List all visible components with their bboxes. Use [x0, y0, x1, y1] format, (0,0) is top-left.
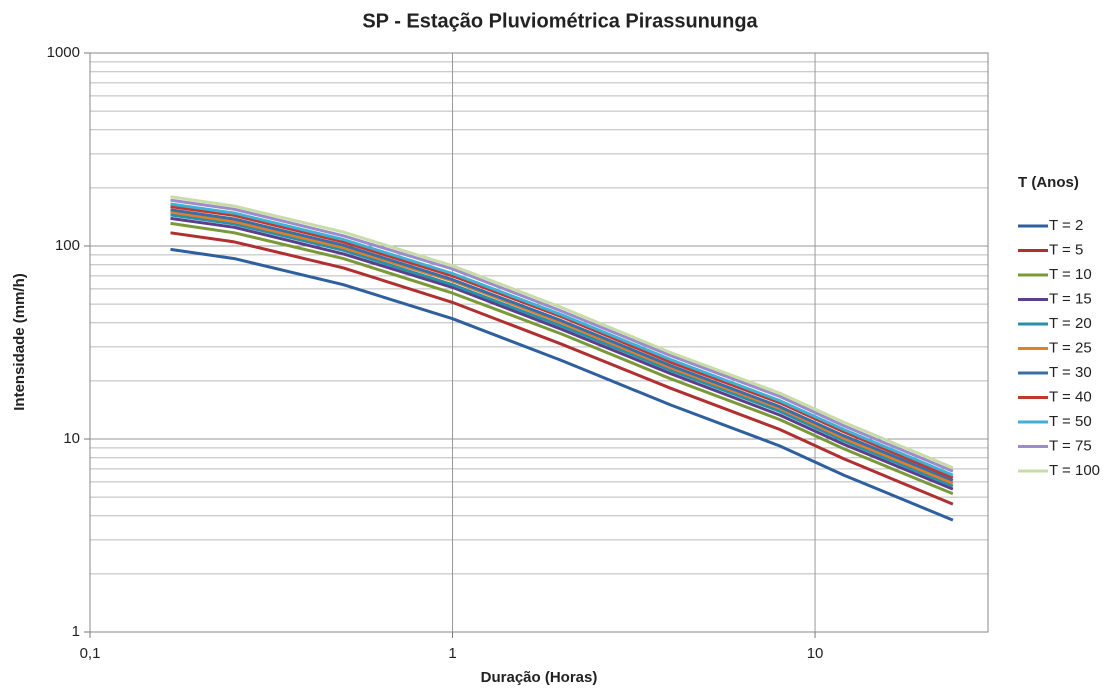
series-line [170, 247, 954, 522]
y-tick-label: 1000 [47, 44, 80, 61]
chart-title: SP - Estação Pluviométrica Pirassununga [362, 10, 758, 32]
legend-label: T = 100 [1049, 462, 1100, 479]
series-line [170, 205, 954, 480]
x-axis-title: Duração (Horas) [481, 669, 598, 686]
legend-label: T = 20 [1049, 315, 1092, 332]
y-tick-label: 1 [72, 623, 80, 640]
series-line [170, 208, 954, 482]
series-line [170, 202, 954, 477]
x-tick-label: 0,1 [80, 645, 101, 662]
legend-label: T = 30 [1049, 364, 1092, 381]
x-tick-label: 10 [807, 645, 824, 662]
legend-label: T = 5 [1049, 241, 1083, 258]
legend-label: T = 25 [1049, 339, 1092, 356]
y-tick-label: 100 [55, 237, 80, 254]
series-line [170, 231, 954, 506]
series-line [170, 216, 954, 491]
legend-label: T = 50 [1049, 413, 1092, 430]
series-line [170, 195, 954, 470]
legend-label: T = 10 [1049, 266, 1092, 283]
series-line [170, 198, 954, 473]
legend-label: T = 15 [1049, 290, 1092, 307]
series-line [170, 221, 954, 496]
legend-title: T (Anos) [1018, 174, 1079, 191]
legend-label: T = 2 [1049, 217, 1083, 234]
legend-label: T = 75 [1049, 437, 1092, 454]
y-tick-label: 10 [63, 430, 80, 447]
series-line [170, 210, 954, 485]
legend-label: T = 40 [1049, 388, 1092, 405]
series-line [170, 213, 954, 488]
plot-frame [89, 52, 989, 633]
y-axis-title: Intensidade (mm/h) [11, 273, 28, 411]
x-tick-label: 1 [448, 645, 456, 662]
